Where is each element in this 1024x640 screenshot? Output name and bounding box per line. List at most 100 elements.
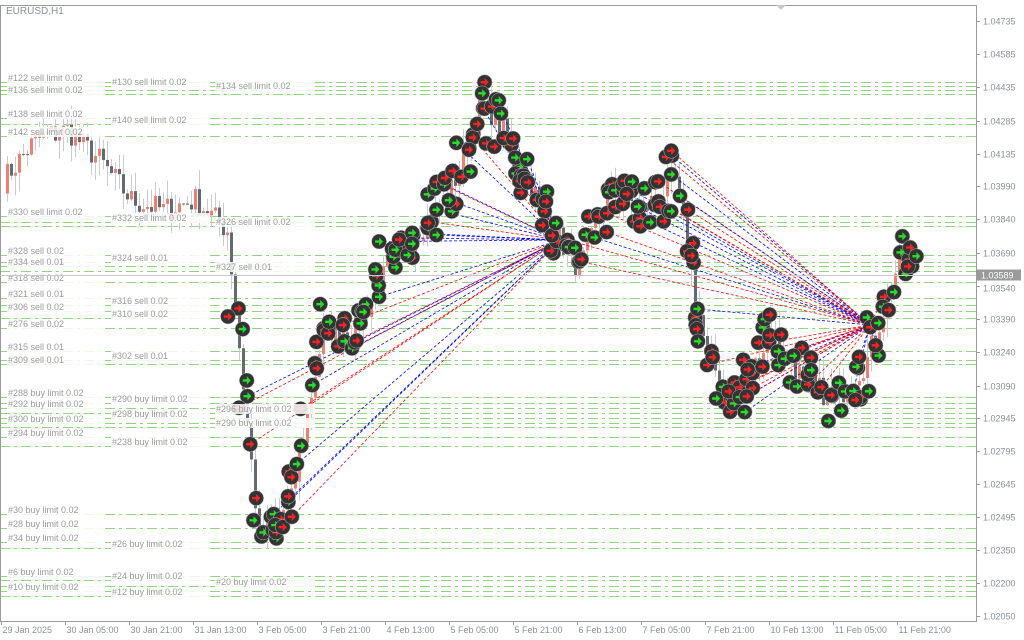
trade-link-line: [807, 324, 871, 385]
candle-body: [862, 378, 865, 382]
price-tick-label: 1.02645: [983, 480, 1016, 490]
sell-arrow-icon: [817, 382, 826, 392]
candle-body: [158, 195, 161, 208]
trade-link-line: [456, 142, 561, 241]
order-level-label: #318 sell 0.02: [8, 273, 64, 283]
buy-arrow-icon: [356, 319, 365, 328]
trade-link-line: [436, 234, 561, 241]
time-tick-label: 30 Jan 21:00: [131, 625, 183, 635]
sell-arrow-icon: [708, 353, 717, 362]
buy-arrow-icon: [511, 153, 520, 162]
sell-arrow-icon: [765, 310, 774, 319]
buy-arrow-icon: [408, 239, 417, 249]
candle-body: [166, 198, 169, 204]
buy-arrow-icon: [375, 292, 384, 302]
shift-marker-icon: [776, 5, 786, 10]
candle-body: [126, 193, 129, 200]
candle-body: [534, 186, 537, 197]
order-level-label: #321 sell 0.01: [8, 289, 64, 299]
price-tick-label: 1.03990: [983, 182, 1016, 192]
trade-link-line: [679, 195, 871, 326]
trade-link-line: [606, 231, 871, 326]
sell-arrow-icon: [754, 338, 763, 347]
sell-arrow-icon: [618, 199, 627, 209]
price-tick-label: 1.04435: [983, 83, 1016, 93]
order-level-label-bg: [7, 127, 105, 137]
buy-arrow-icon: [375, 237, 384, 246]
candle-body: [130, 191, 133, 200]
candle-body: [294, 481, 297, 489]
price-tick-label: 1.02050: [983, 612, 1016, 622]
trade-link-line: [671, 174, 871, 326]
sell-arrow-icon: [284, 492, 293, 501]
order-level-label-bg: [7, 428, 105, 438]
order-level-label: #288 buy limit 0.02: [8, 388, 84, 398]
price-tick-label: 1.04735: [983, 17, 1016, 27]
order-level-label-bg: [7, 302, 105, 312]
candle-body: [898, 246, 901, 274]
order-level-label-bg: [215, 81, 313, 91]
buy-arrow-icon: [712, 394, 721, 403]
order-level-label-bg: [7, 533, 105, 543]
buy-arrow-icon: [359, 307, 368, 317]
buy-arrow-icon: [269, 509, 278, 519]
buy-arrow-icon: [676, 191, 685, 201]
order-level-label-bg: [7, 414, 105, 424]
trade-link-line: [567, 239, 871, 326]
sell-arrow-icon: [884, 305, 893, 315]
buy-arrow-icon: [896, 248, 905, 257]
candle-body: [866, 357, 869, 379]
order-level-label: #328 sell 0.02: [8, 246, 64, 256]
candle-body: [230, 232, 233, 275]
order-level-label: #310 sell 0.02: [112, 309, 168, 319]
candle-body: [198, 189, 201, 216]
buy-arrow-icon: [523, 154, 532, 164]
buy-arrow-icon: [308, 380, 317, 390]
sell-arrow-icon: [252, 493, 261, 503]
order-level-label: #276 sell 0.02: [8, 319, 64, 329]
buy-arrow-icon: [494, 96, 503, 105]
sell-arrow-icon: [879, 292, 888, 301]
candle-body: [586, 236, 589, 251]
buy-arrow-icon: [447, 207, 456, 216]
candle-body: [182, 203, 185, 205]
order-level-label-bg: [7, 342, 105, 352]
time-tick-label: 11 Feb 21:00: [899, 625, 951, 635]
order-level-label: #130 sell limit 0.02: [112, 77, 187, 87]
order-level-label-bg: [215, 262, 313, 272]
trade-link-line: [852, 324, 871, 392]
buy-arrow-icon: [693, 304, 702, 314]
candle-body: [74, 132, 77, 146]
sell-arrow-icon: [903, 262, 912, 271]
trade-link-line: [671, 155, 871, 326]
sell-arrow-icon: [688, 239, 697, 248]
candle-body: [22, 153, 25, 155]
sell-arrow-icon: [827, 390, 836, 400]
candle-body: [594, 223, 597, 229]
current-price-label: 1.03589: [981, 271, 1014, 281]
order-level-label: #34 buy limit 0.02: [8, 533, 79, 543]
chart-border: [0, 5, 977, 622]
buy-arrow-icon: [391, 263, 400, 272]
buy-arrow-icon: [374, 281, 383, 290]
order-level-label: #142 sell limit 0.02: [8, 127, 83, 137]
buy-arrow-icon: [898, 232, 907, 241]
price-tick-label: 1.03840: [983, 215, 1016, 225]
order-level-label-bg: [7, 109, 105, 119]
sell-arrow-icon: [312, 364, 321, 373]
candle-body: [138, 205, 141, 212]
order-level-label-bg: [111, 539, 209, 549]
sell-arrow-icon: [602, 209, 611, 218]
trade-link-line: [649, 221, 871, 326]
time-tick-label: 5 Feb 05:00: [451, 625, 499, 635]
candle-body: [450, 179, 453, 203]
buy-arrow-icon: [792, 382, 801, 391]
buy-arrow-icon: [478, 89, 487, 98]
order-level-label: #309 sell 0.01: [8, 355, 64, 365]
order-level-label-bg: [111, 409, 209, 419]
sell-arrow-icon: [278, 522, 287, 532]
candle-body: [30, 138, 33, 155]
order-level-label-bg: [215, 577, 313, 587]
sell-arrow-icon: [234, 304, 243, 313]
